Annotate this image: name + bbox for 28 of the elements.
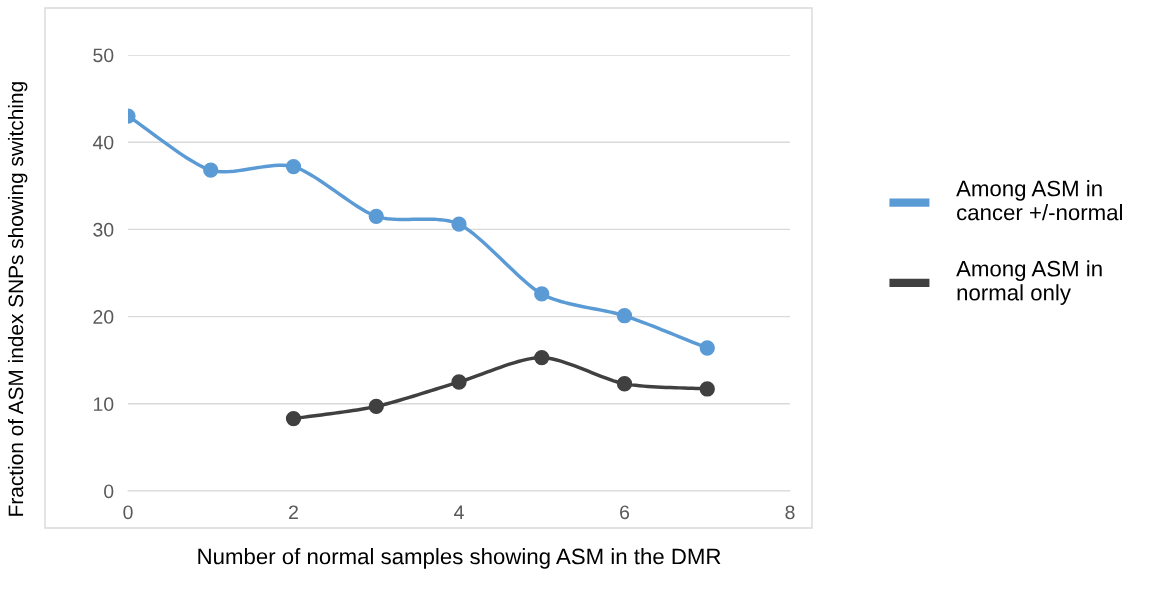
point [699,381,715,397]
point [451,216,467,232]
y-tick-label: 20 [93,310,114,324]
point [616,376,633,392]
y-tick-label: 40 [92,135,114,150]
point [203,162,219,178]
point [285,158,302,175]
legend-label: Among ASM in cancer +/-normal [956,180,1122,221]
y-tick-label: 10 [93,397,114,412]
x-tick-label: 2 [289,505,298,519]
point [368,208,384,224]
point [534,286,550,302]
point [368,398,384,415]
x-tick-label: 0 [123,505,133,520]
x-tick-label: 4 [454,505,464,519]
point [699,340,715,356]
point [534,349,550,366]
y-tick-label: 30 [93,222,114,237]
y-tick-label: 0 [104,484,114,499]
y-tick-label: 50 [93,48,114,63]
x-axis-title: Number of normal samples showing ASM in the DMR [198,548,721,569]
point [285,410,302,427]
y-axis-title: Fraction of ASM index SNPs showing switching [7,82,28,516]
legend-label: Among ASM in normal only [956,260,1102,305]
x-tick-label: 8 [785,505,795,520]
point [451,374,467,390]
x-tick-label: 6 [620,505,630,520]
point [616,308,633,324]
